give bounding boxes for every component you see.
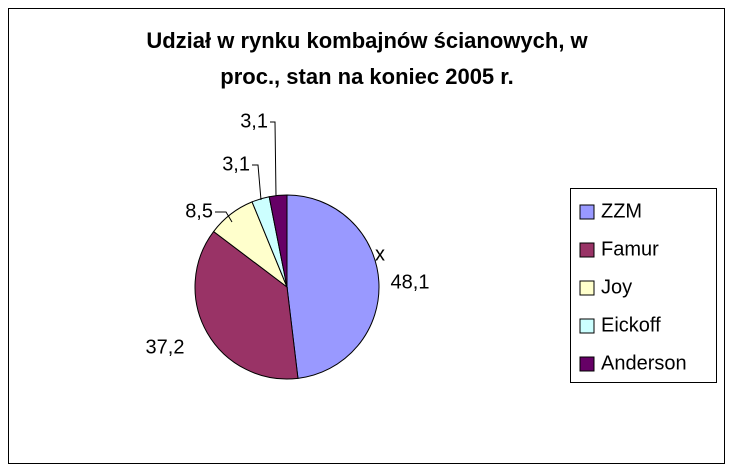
legend-box [570,188,717,383]
pie-slice [194,230,299,380]
legend-swatch [579,204,595,220]
leader-line [270,121,277,197]
data-label: 8,5 [185,200,213,222]
legend-swatch [579,318,595,334]
leader-line [252,164,262,201]
pie-slice [268,194,288,288]
data-label: 3,1 [240,110,268,132]
legend-label: Eickoff [601,314,661,336]
pie-slice [286,194,380,379]
legend-swatch [579,280,595,296]
data-label: 37,2 [146,336,185,358]
legend-label: Joy [601,276,632,298]
data-label: 3,1 [222,153,250,175]
legend-swatch [579,356,595,372]
annotation: x [375,243,385,265]
chart-title: Udział w rynku kombajnów ścianowych, w [146,28,588,53]
leader-line [215,211,233,223]
legend-label: Anderson [601,352,687,374]
legend-label: Famur [601,238,659,260]
legend-label: ZZM [601,200,642,222]
legend-swatch [579,242,595,258]
data-label: 48,1 [391,271,430,293]
chart-title: proc., stan na koniec 2005 r. [220,64,513,89]
